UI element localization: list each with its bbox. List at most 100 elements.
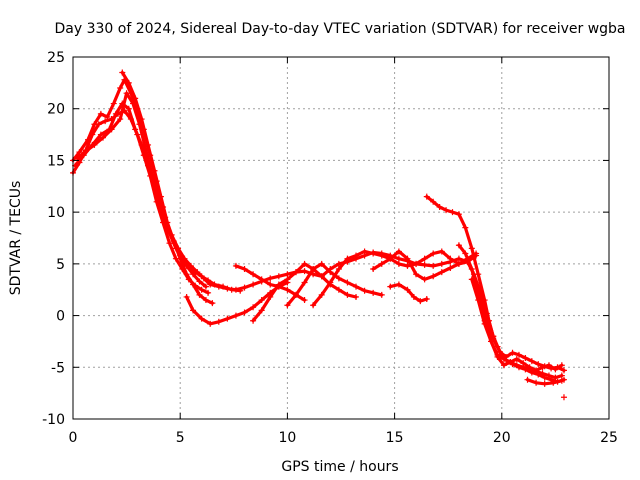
data-point bbox=[410, 293, 417, 300]
data-point bbox=[344, 291, 351, 298]
data-point bbox=[205, 289, 212, 296]
data-point bbox=[490, 335, 497, 342]
data-point bbox=[151, 167, 158, 174]
data-point bbox=[318, 291, 325, 298]
data-point bbox=[310, 266, 317, 273]
data-point bbox=[89, 131, 96, 138]
data-point bbox=[470, 271, 477, 278]
data-point bbox=[541, 380, 548, 387]
data-point bbox=[241, 284, 248, 291]
data-point bbox=[284, 286, 291, 293]
data-point bbox=[438, 269, 445, 276]
data-point bbox=[455, 211, 462, 218]
data-point bbox=[515, 364, 522, 371]
series-arc17 bbox=[477, 297, 567, 374]
data-point bbox=[430, 262, 437, 269]
data-point bbox=[533, 367, 540, 374]
data-point bbox=[500, 362, 507, 369]
data-point bbox=[387, 255, 394, 262]
data-point bbox=[145, 141, 152, 148]
axes: 0 5 10 15 20 25 -10 -5 0 5 10 15 20 25 bbox=[42, 50, 618, 446]
data-point bbox=[215, 283, 222, 290]
data-point bbox=[361, 248, 368, 255]
data-point bbox=[267, 275, 274, 282]
series-arc18 bbox=[524, 376, 565, 387]
data-point bbox=[250, 304, 257, 311]
data-point bbox=[80, 152, 87, 159]
data-point bbox=[183, 271, 190, 278]
data-point bbox=[275, 281, 282, 288]
data-point bbox=[558, 362, 565, 369]
data-point bbox=[232, 262, 239, 269]
data-point bbox=[455, 242, 462, 249]
data-point bbox=[548, 365, 555, 372]
data-point bbox=[421, 255, 428, 262]
data-point bbox=[284, 271, 291, 278]
data-point bbox=[132, 126, 139, 133]
data-point bbox=[378, 252, 385, 259]
data-point bbox=[130, 100, 137, 107]
data-point bbox=[177, 255, 184, 262]
y-tick-label: 0 bbox=[56, 309, 65, 325]
data-point bbox=[370, 266, 377, 273]
chart-title: Day 330 of 2024, Sidereal Day-to-day VTE… bbox=[54, 21, 625, 37]
x-tick-label: 0 bbox=[69, 430, 78, 446]
data-point bbox=[526, 364, 533, 371]
data-point bbox=[164, 219, 171, 226]
data-point bbox=[503, 353, 510, 360]
data-point bbox=[524, 376, 531, 383]
data-point bbox=[97, 110, 104, 117]
data-point bbox=[335, 266, 342, 273]
data-point bbox=[267, 293, 274, 300]
data-point bbox=[522, 354, 529, 361]
data-point bbox=[224, 285, 231, 292]
data-point bbox=[117, 85, 124, 92]
data-point bbox=[110, 100, 117, 107]
data-point bbox=[361, 287, 368, 294]
data-point bbox=[423, 193, 430, 200]
data-point bbox=[404, 286, 411, 293]
data-point bbox=[404, 262, 411, 269]
data-point bbox=[267, 281, 274, 288]
series-line bbox=[388, 282, 429, 303]
data-point bbox=[438, 248, 445, 255]
series-line bbox=[465, 260, 566, 384]
data-point bbox=[515, 351, 522, 358]
data-point bbox=[119, 100, 126, 107]
data-point bbox=[378, 291, 385, 298]
data-point bbox=[417, 298, 424, 305]
data-point bbox=[335, 286, 342, 293]
series-arc6 bbox=[183, 279, 291, 327]
data-point bbox=[207, 320, 214, 327]
data-point bbox=[395, 248, 402, 255]
data-point bbox=[462, 224, 469, 231]
data-point bbox=[353, 283, 360, 290]
data-point bbox=[395, 260, 402, 267]
data-point bbox=[327, 269, 334, 276]
data-point bbox=[436, 203, 443, 210]
data-point bbox=[145, 162, 152, 169]
data-point bbox=[447, 255, 454, 262]
data-point bbox=[310, 302, 317, 309]
data-point bbox=[560, 394, 567, 401]
data-point bbox=[558, 372, 565, 379]
y-tick-label: 15 bbox=[47, 153, 65, 169]
data-point bbox=[522, 366, 529, 373]
data-point bbox=[190, 307, 197, 314]
data-point bbox=[353, 252, 360, 259]
data-point bbox=[224, 315, 231, 322]
data-point bbox=[119, 69, 126, 76]
data-point bbox=[554, 364, 561, 371]
y-tick-label: -5 bbox=[51, 360, 65, 376]
data-point bbox=[258, 297, 265, 304]
data-point bbox=[200, 275, 207, 282]
data-point bbox=[258, 307, 265, 314]
data-point bbox=[275, 273, 282, 280]
data-point bbox=[138, 141, 145, 148]
data-point bbox=[443, 207, 450, 214]
data-point bbox=[232, 312, 239, 319]
data-point bbox=[327, 279, 334, 286]
data-point bbox=[477, 297, 484, 304]
data-point bbox=[541, 363, 548, 370]
data-point bbox=[395, 281, 402, 288]
